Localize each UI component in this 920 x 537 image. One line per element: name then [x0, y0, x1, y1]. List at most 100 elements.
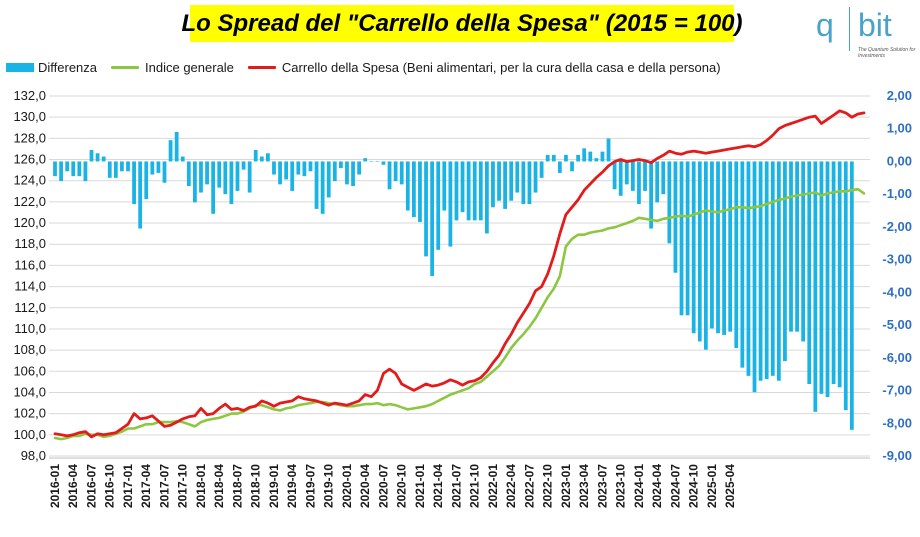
bar-differenza: [259, 156, 264, 162]
y-right-tick-label: -9,00: [882, 448, 912, 463]
bar-differenza: [278, 161, 282, 185]
bar-differenza: [150, 161, 155, 175]
y-right-tick-label: -6,00: [882, 350, 912, 365]
legend-item-differenza: Differenza: [6, 60, 97, 75]
bar-differenza: [685, 161, 690, 316]
bar-differenza: [387, 161, 392, 190]
bar-differenza: [448, 161, 453, 247]
y-left-tick-label: 106,0: [13, 363, 46, 378]
bar-differenza: [564, 154, 568, 162]
bar-differenza: [235, 161, 240, 191]
x-tick-label: 2018-10: [249, 464, 263, 508]
x-tick-label: 2019-07: [303, 464, 317, 508]
bar-differenza: [357, 161, 362, 175]
bar-differenza: [752, 161, 757, 393]
x-tick-label: 2023-04: [577, 464, 591, 508]
legend-label: Indice generale: [145, 59, 234, 75]
x-tick-label: 2016-07: [84, 464, 98, 508]
y-left-tick-label: 112,0: [14, 300, 46, 315]
bar-differenza: [618, 161, 623, 196]
bar-differenza: [430, 161, 435, 276]
bar-differenza: [405, 161, 410, 211]
bar-differenza: [783, 161, 787, 362]
bar-differenza: [655, 161, 660, 203]
bar-differenza: [478, 161, 483, 221]
bar-differenza: [253, 150, 258, 162]
legend-label: Carrello della Spesa (Beni alimentari, p…: [281, 59, 721, 75]
y-right-tick-label: -1,00: [882, 186, 912, 201]
bar-differenza: [472, 161, 477, 221]
bar-differenza: [454, 161, 459, 221]
y-right-tick-label: 2,00: [887, 88, 912, 103]
bar-differenza: [272, 161, 276, 175]
bar-differenza: [825, 161, 830, 398]
bar-differenza: [849, 161, 854, 430]
bar-differenza: [746, 161, 751, 376]
x-tick-label: 2020-10: [395, 464, 409, 508]
x-tick-label: 2024-10: [687, 464, 701, 508]
x-tick-label: 2017-10: [176, 464, 190, 508]
legend-label: Differenza: [38, 59, 98, 75]
x-tick-label: 2019-01: [267, 464, 281, 508]
bar-differenza: [795, 161, 799, 332]
bar-differenza: [734, 161, 739, 348]
bar-differenza: [624, 161, 629, 185]
y-right-tick-label: 1,00: [887, 121, 912, 136]
y-right-tick-label: -4,00: [882, 284, 912, 299]
x-tick-label: 2018-07: [230, 464, 244, 508]
bar-differenza: [199, 161, 203, 193]
bar-differenza: [819, 161, 824, 394]
bar-differenza: [89, 150, 94, 162]
y-left-tick-label: 122,0: [13, 194, 46, 209]
bar-differenza: [168, 140, 173, 162]
bar-differenza: [290, 161, 295, 191]
x-tick-label: 2021-10: [468, 464, 482, 508]
bar-differenza: [503, 161, 508, 209]
bar-differenza: [831, 161, 836, 384]
x-tick-label: 2024-07: [668, 464, 682, 508]
bar-differenza: [497, 161, 501, 201]
legend-item-carrello: Carrello della Spesa (Beni alimentari, p…: [247, 59, 721, 75]
bar-differenza: [339, 161, 343, 168]
bar-differenza: [460, 161, 465, 213]
bar-differenza: [363, 158, 368, 162]
bar-differenza: [326, 161, 331, 198]
bar-differenza: [266, 153, 270, 162]
bar-differenza: [284, 161, 289, 180]
bar-differenza: [180, 156, 185, 162]
x-tick-label: 2022-01: [486, 464, 500, 508]
bar-differenza: [217, 161, 222, 188]
bar-differenza: [381, 161, 386, 165]
x-tick-label: 2017-07: [157, 464, 171, 508]
bar-differenza: [241, 161, 246, 170]
y-left-tick-label: 102,0: [13, 406, 46, 421]
bar-differenza: [126, 161, 130, 172]
x-tick-label: 2022-07: [522, 464, 536, 508]
y-left-tick-label: 132,0: [13, 88, 46, 103]
bar-differenza: [223, 161, 228, 195]
bar-differenza: [132, 161, 136, 204]
bar-differenza: [77, 161, 82, 177]
bar-differenza: [716, 161, 720, 334]
bar-differenza: [551, 154, 556, 162]
bar-differenza: [424, 161, 428, 257]
bar-differenza: [837, 161, 842, 388]
bar-differenza: [661, 161, 666, 195]
legend-swatch-line: [111, 65, 140, 69]
bar-differenza: [801, 161, 806, 342]
y-right-tick-label: -2,00: [882, 219, 912, 234]
bar-differenza: [71, 161, 76, 177]
x-tick-label: 2023-10: [614, 464, 628, 508]
bar-differenza: [600, 151, 605, 162]
bar-differenza: [120, 161, 124, 172]
x-tick-label: 2018-01: [194, 464, 208, 508]
y-left-tick-label: 114,0: [14, 279, 46, 294]
x-tick-label: 2022-04: [504, 464, 518, 508]
bar-differenza: [411, 161, 416, 218]
y-left-tick-label: 104,0: [13, 384, 46, 399]
bar-differenza: [156, 161, 161, 173]
legend-swatch-bar: [6, 62, 34, 72]
x-tick-label: 2023-01: [559, 464, 573, 508]
bar-differenza: [728, 161, 733, 332]
bar-differenza: [436, 161, 441, 250]
